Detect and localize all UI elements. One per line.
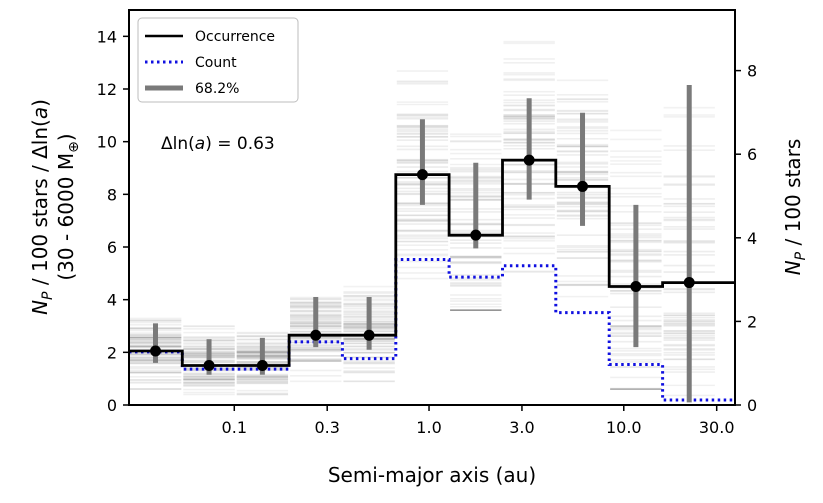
y-left-tick-label: 4 [107,291,117,310]
x-tick-label: 30.0 [699,418,735,437]
y-axis-right-title: NP / 100 stars [781,139,809,276]
x-tick-label: 3.0 [509,418,534,437]
tick-marks-and-labels: 0.1 0.3 1.0 3.0 10.0 30.0 0 2 4 6 8 10 12 14 0 2 4 6 8 [97,27,758,437]
legend-interval-label: 68.2% [195,81,239,97]
y-right-tick-label: 4 [747,229,757,248]
y-right-tick-label: 0 [747,396,757,415]
occurrence-point [630,281,642,292]
occurrence-point [683,277,695,289]
error-bars-layer [150,85,695,403]
legend-count-label: Count [195,55,237,71]
x-tick-label: 1.0 [416,418,441,437]
y-right-tick-label: 2 [747,312,757,331]
plot-frame [128,9,736,406]
x-tick-label: 10.0 [606,418,642,437]
legend: Occurrence Count 68.2% [137,17,299,103]
y-axis-left-title-line2: (30 - 6000 M⊕) [54,133,82,280]
occurrence-point [523,154,535,166]
y-axis-left-title-line1: NP / 100 stars / Δln(a) [28,99,56,315]
occurrence-step-line [129,158,735,367]
occurrence-step-layer [129,158,735,367]
occurrence-point [416,169,428,181]
occurrence-point [363,329,375,341]
y-left-tick-label: 0 [107,396,117,415]
legend-box [137,17,299,103]
y-right-tick-label: 6 [747,145,757,164]
y-left-tick-label: 12 [97,80,117,99]
axes [128,9,736,406]
occurrence-point [256,360,268,371]
occurrence-point [203,360,215,371]
x-axis-title: Semi-major axis (au) [328,463,536,487]
occurrence-point [150,345,162,357]
y-right-tick-label: 8 [747,62,757,81]
y-left-tick-label: 14 [97,27,117,46]
y-left-tick-label: 2 [107,343,117,362]
x-tick-label: 0.3 [314,418,339,437]
occurrence-point [470,229,482,241]
x-tick-label: 0.1 [222,418,247,437]
y-left-tick-label: 10 [97,133,117,152]
legend-occurrence-label: Occurrence [195,29,275,45]
y-left-tick-label: 6 [107,238,117,257]
occurrence-point [310,329,322,341]
occurrence-point [577,180,589,192]
y-left-tick-label: 8 [107,185,117,204]
bin-width-annotation: Δln(a) = 0.63 [161,134,275,154]
